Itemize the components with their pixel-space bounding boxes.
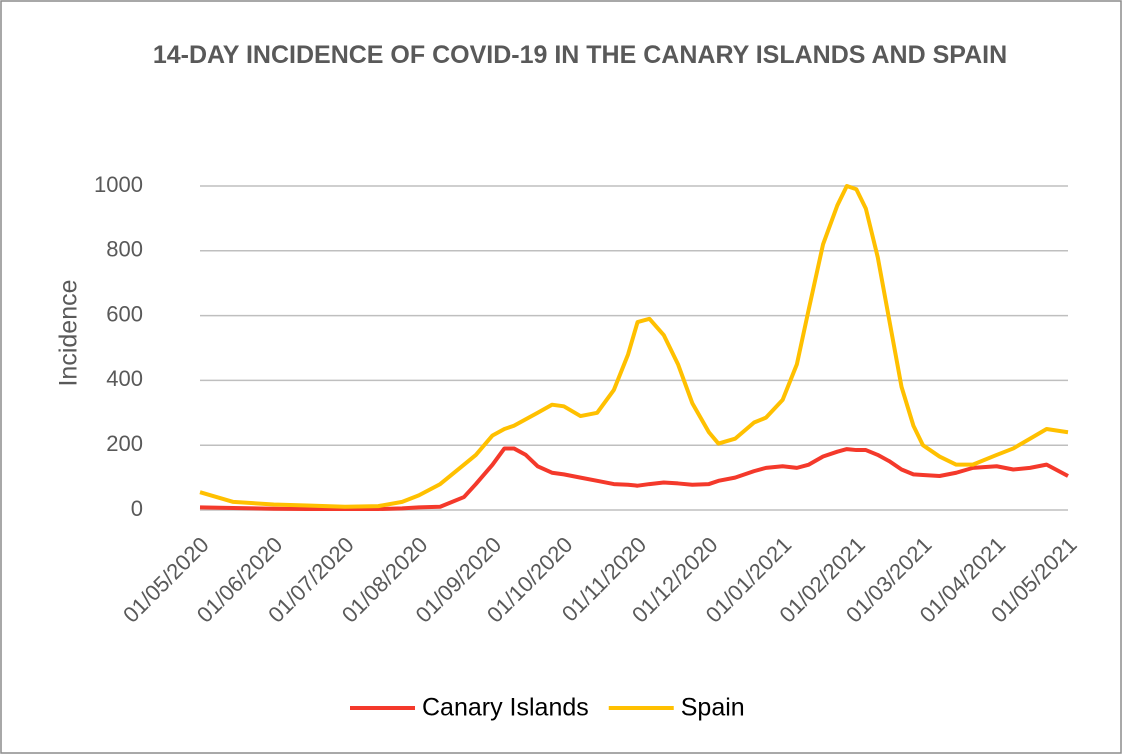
y-tick-label: 200: [106, 431, 143, 456]
chart-title: 14-DAY INCIDENCE OF COVID-19 IN THE CANA…: [152, 41, 1008, 69]
legend-label: Canary Islands: [422, 694, 589, 722]
data-line: [199, 184, 1069, 509]
y-tick-label: 400: [106, 366, 143, 391]
y-tick-label: 0: [131, 496, 143, 521]
data-line: [199, 446, 1069, 512]
y-tick-label: 800: [106, 237, 143, 262]
y-tick-label: 600: [106, 301, 143, 326]
y-tick-label: 1000: [94, 172, 143, 197]
legend-label: Spain: [681, 694, 745, 722]
y-axis-label: Incidence: [55, 279, 83, 386]
